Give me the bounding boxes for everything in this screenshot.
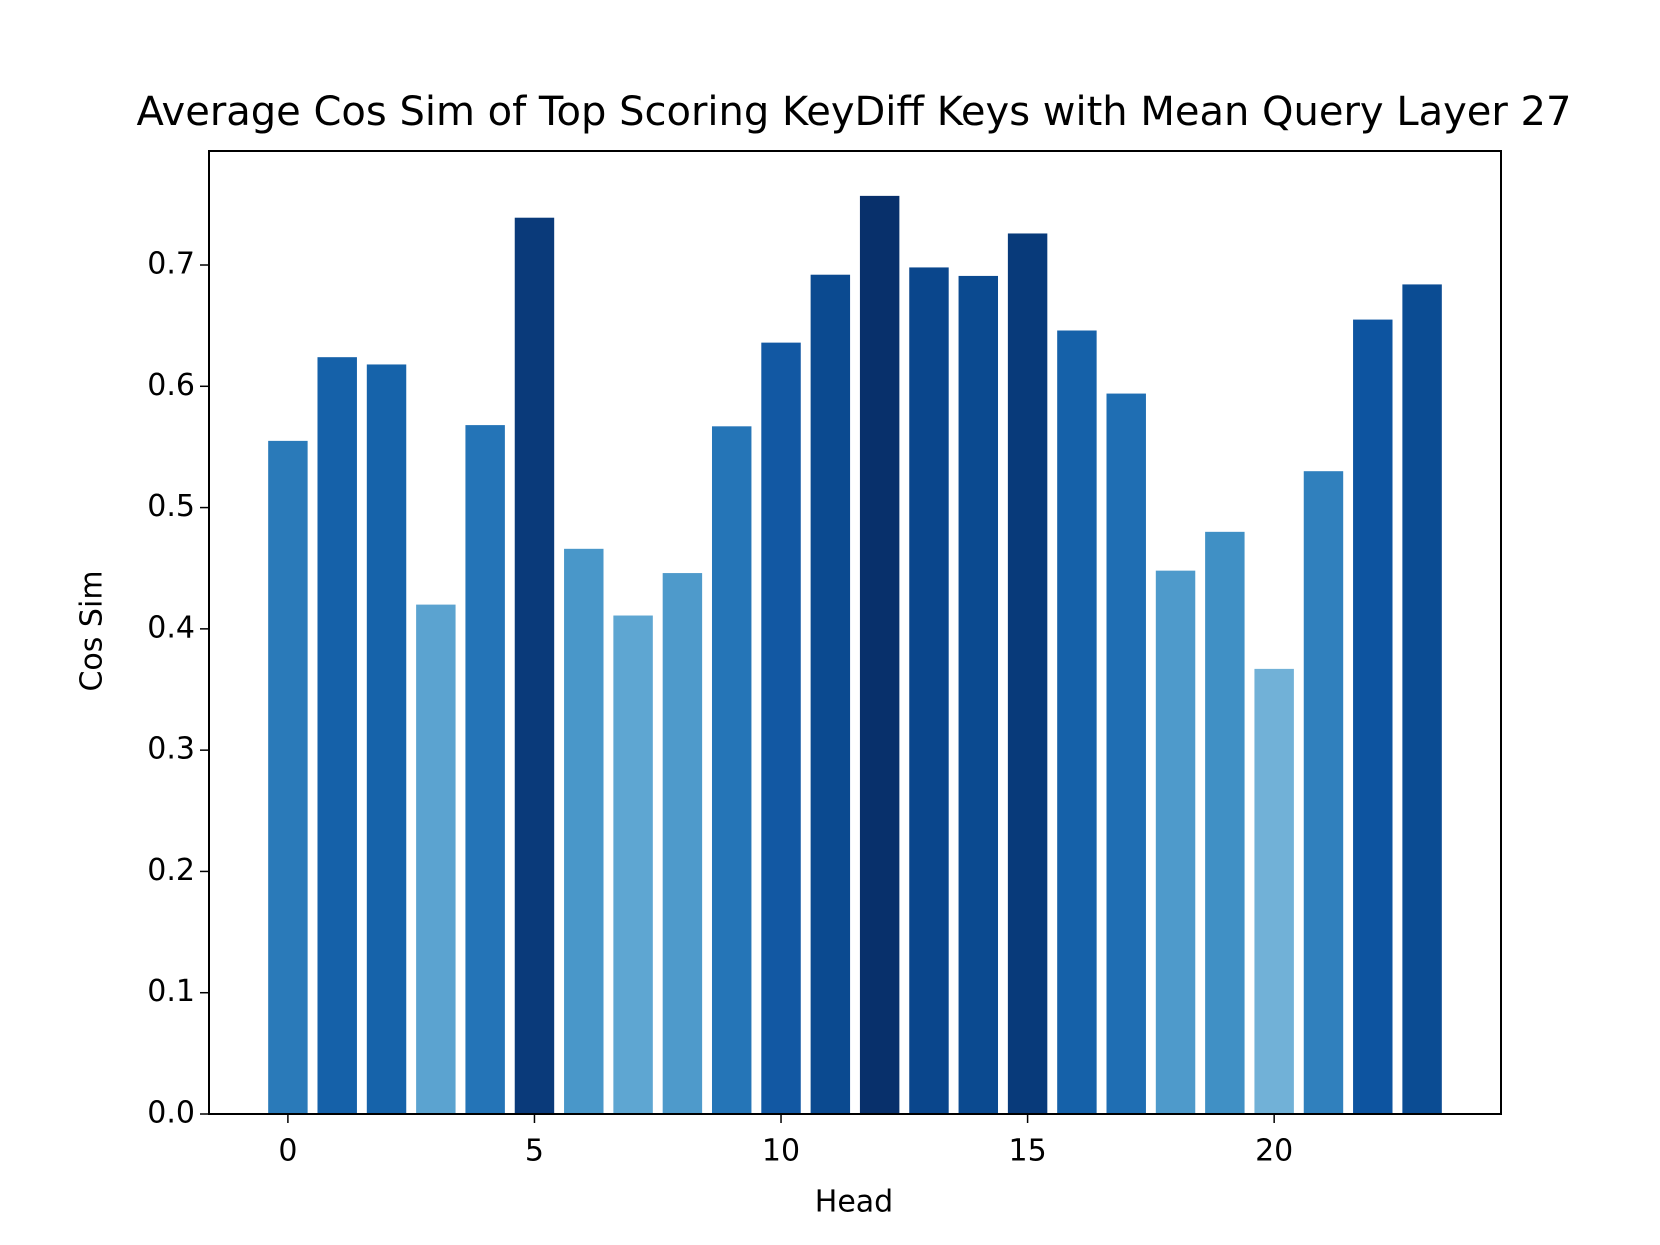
x-tick-label: 20 [1255, 1134, 1293, 1169]
y-tick-label: 0.4 [147, 610, 195, 645]
bar [1353, 319, 1393, 1114]
bar [564, 548, 604, 1114]
bar [416, 604, 456, 1114]
y-tick-label: 0.2 [147, 853, 195, 888]
y-tick-label: 0.0 [147, 1096, 195, 1131]
bar [1155, 570, 1196, 1114]
bar [958, 275, 999, 1114]
y-tick-label: 0.5 [147, 489, 195, 524]
bar [317, 357, 357, 1115]
y-tick-label: 0.3 [147, 732, 195, 767]
bar [465, 425, 505, 1114]
bar [1106, 393, 1146, 1114]
x-tick-label: 10 [762, 1134, 800, 1169]
y-axis-label: Cos Sim [75, 570, 110, 691]
y-tick-label: 0.1 [147, 974, 195, 1009]
bar [268, 440, 308, 1115]
bar [909, 267, 949, 1115]
bar [859, 195, 900, 1115]
x-tick-label: 5 [525, 1134, 544, 1169]
x-tick-label: 15 [1009, 1134, 1047, 1169]
bar [613, 615, 653, 1114]
y-tick-label: 0.6 [147, 368, 195, 403]
bar [1254, 668, 1294, 1114]
plot-frame [208, 150, 1502, 1115]
chart-title: Average Cos Sim of Top Scoring KeyDiff K… [137, 89, 1572, 135]
bar [1057, 330, 1097, 1115]
bar [514, 217, 555, 1114]
bar [1205, 531, 1245, 1114]
bar [1303, 471, 1344, 1115]
bar [1007, 233, 1048, 1114]
bar [366, 364, 407, 1115]
bar [711, 426, 752, 1114]
y-tick-label: 0.7 [147, 247, 195, 282]
bar [761, 342, 801, 1114]
bar [662, 573, 703, 1114]
bar [1402, 284, 1442, 1114]
x-tick-label: 0 [278, 1134, 297, 1169]
bar [810, 274, 851, 1114]
x-axis-label: Head [815, 1185, 893, 1220]
